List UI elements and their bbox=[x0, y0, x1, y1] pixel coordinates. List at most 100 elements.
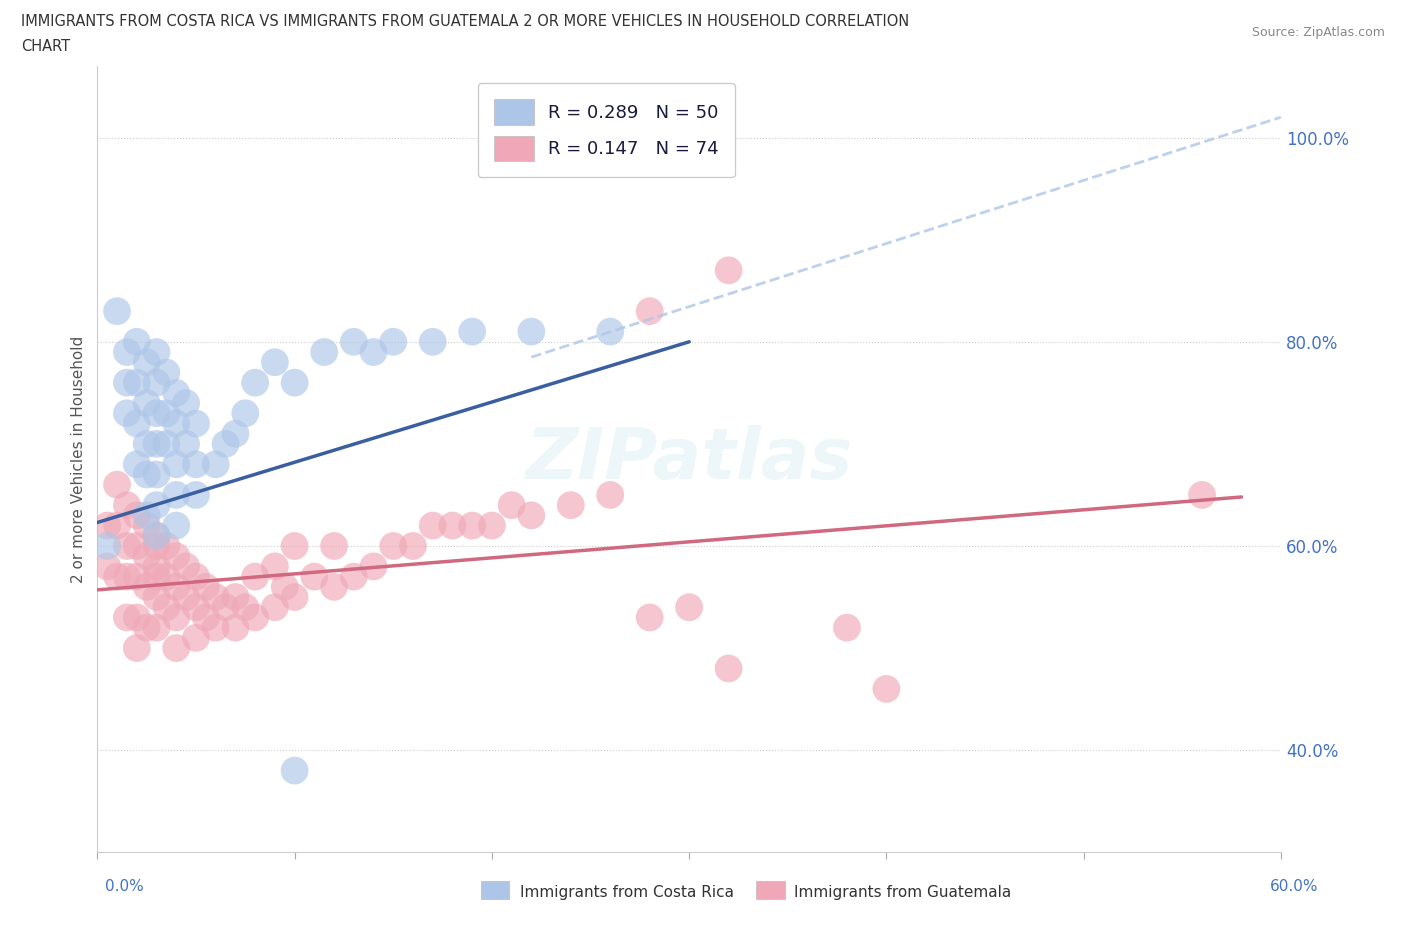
Point bbox=[165, 385, 187, 400]
Text: 0.0%: 0.0% bbox=[105, 879, 145, 894]
Point bbox=[135, 579, 157, 594]
Point bbox=[304, 569, 326, 584]
Point bbox=[224, 590, 246, 604]
Point bbox=[264, 559, 287, 574]
Point bbox=[717, 661, 740, 676]
Text: Source: ZipAtlas.com: Source: ZipAtlas.com bbox=[1251, 26, 1385, 39]
Point bbox=[105, 569, 128, 584]
Text: 60.0%: 60.0% bbox=[1271, 879, 1319, 894]
Point bbox=[678, 600, 700, 615]
Point bbox=[125, 375, 148, 390]
Point bbox=[184, 631, 207, 645]
Point bbox=[520, 508, 543, 523]
Point bbox=[135, 395, 157, 410]
Point bbox=[105, 304, 128, 319]
Point bbox=[174, 590, 197, 604]
Point bbox=[165, 416, 187, 431]
Point bbox=[638, 304, 661, 319]
Point bbox=[323, 579, 346, 594]
Point bbox=[135, 354, 157, 369]
Point bbox=[155, 436, 177, 451]
Point bbox=[125, 538, 148, 553]
Point bbox=[204, 620, 226, 635]
Point bbox=[105, 477, 128, 492]
Point bbox=[174, 559, 197, 574]
Point bbox=[1191, 487, 1213, 502]
Point bbox=[174, 436, 197, 451]
Point bbox=[155, 365, 177, 379]
Point bbox=[105, 518, 128, 533]
Point bbox=[599, 487, 621, 502]
Point bbox=[155, 538, 177, 553]
Point bbox=[875, 682, 897, 697]
Point bbox=[343, 569, 366, 584]
Point bbox=[204, 590, 226, 604]
Y-axis label: 2 or more Vehicles in Household: 2 or more Vehicles in Household bbox=[72, 336, 86, 583]
Point bbox=[96, 538, 118, 553]
Point bbox=[501, 498, 523, 512]
Point bbox=[184, 487, 207, 502]
Point bbox=[165, 641, 187, 656]
Point bbox=[145, 345, 167, 360]
Point bbox=[135, 467, 157, 482]
Point bbox=[284, 538, 307, 553]
Point bbox=[363, 345, 385, 360]
Point bbox=[125, 416, 148, 431]
Point bbox=[194, 610, 217, 625]
Point bbox=[115, 498, 138, 512]
Point bbox=[382, 335, 405, 350]
Point bbox=[314, 345, 336, 360]
Point bbox=[599, 325, 621, 339]
Point bbox=[145, 528, 167, 543]
Point bbox=[96, 518, 118, 533]
Point bbox=[638, 610, 661, 625]
Point bbox=[184, 457, 207, 472]
Point bbox=[422, 518, 444, 533]
Point bbox=[155, 405, 177, 420]
Point bbox=[125, 641, 148, 656]
Text: CHART: CHART bbox=[21, 39, 70, 54]
Text: Immigrants from Costa Rica: Immigrants from Costa Rica bbox=[520, 885, 734, 900]
Point bbox=[125, 569, 148, 584]
Point bbox=[284, 375, 307, 390]
Point bbox=[145, 620, 167, 635]
Point bbox=[115, 345, 138, 360]
Point bbox=[145, 405, 167, 420]
Legend: R = 0.289   N = 50, R = 0.147   N = 74: R = 0.289 N = 50, R = 0.147 N = 74 bbox=[478, 83, 735, 178]
Point bbox=[155, 569, 177, 584]
Point bbox=[174, 395, 197, 410]
Point bbox=[284, 590, 307, 604]
Point bbox=[214, 436, 236, 451]
Point bbox=[284, 764, 307, 778]
Point bbox=[233, 405, 256, 420]
Point bbox=[115, 610, 138, 625]
Point bbox=[560, 498, 582, 512]
Point bbox=[165, 610, 187, 625]
Point bbox=[382, 538, 405, 553]
Point bbox=[115, 405, 138, 420]
Point bbox=[145, 538, 167, 553]
Point bbox=[402, 538, 425, 553]
Point bbox=[481, 518, 503, 533]
Point bbox=[461, 325, 484, 339]
Point bbox=[125, 508, 148, 523]
Point bbox=[165, 579, 187, 594]
Point bbox=[264, 600, 287, 615]
Point bbox=[145, 375, 167, 390]
Point bbox=[214, 600, 236, 615]
Point bbox=[194, 579, 217, 594]
Point bbox=[135, 620, 157, 635]
Text: Immigrants from Guatemala: Immigrants from Guatemala bbox=[794, 885, 1012, 900]
Point bbox=[155, 600, 177, 615]
Point bbox=[204, 457, 226, 472]
Point bbox=[243, 569, 266, 584]
Point bbox=[115, 375, 138, 390]
Point bbox=[145, 559, 167, 574]
Point bbox=[145, 528, 167, 543]
Point bbox=[184, 600, 207, 615]
Point bbox=[135, 436, 157, 451]
Point bbox=[145, 498, 167, 512]
Text: ZIPatlas: ZIPatlas bbox=[526, 425, 853, 494]
Point bbox=[233, 600, 256, 615]
Point bbox=[145, 436, 167, 451]
